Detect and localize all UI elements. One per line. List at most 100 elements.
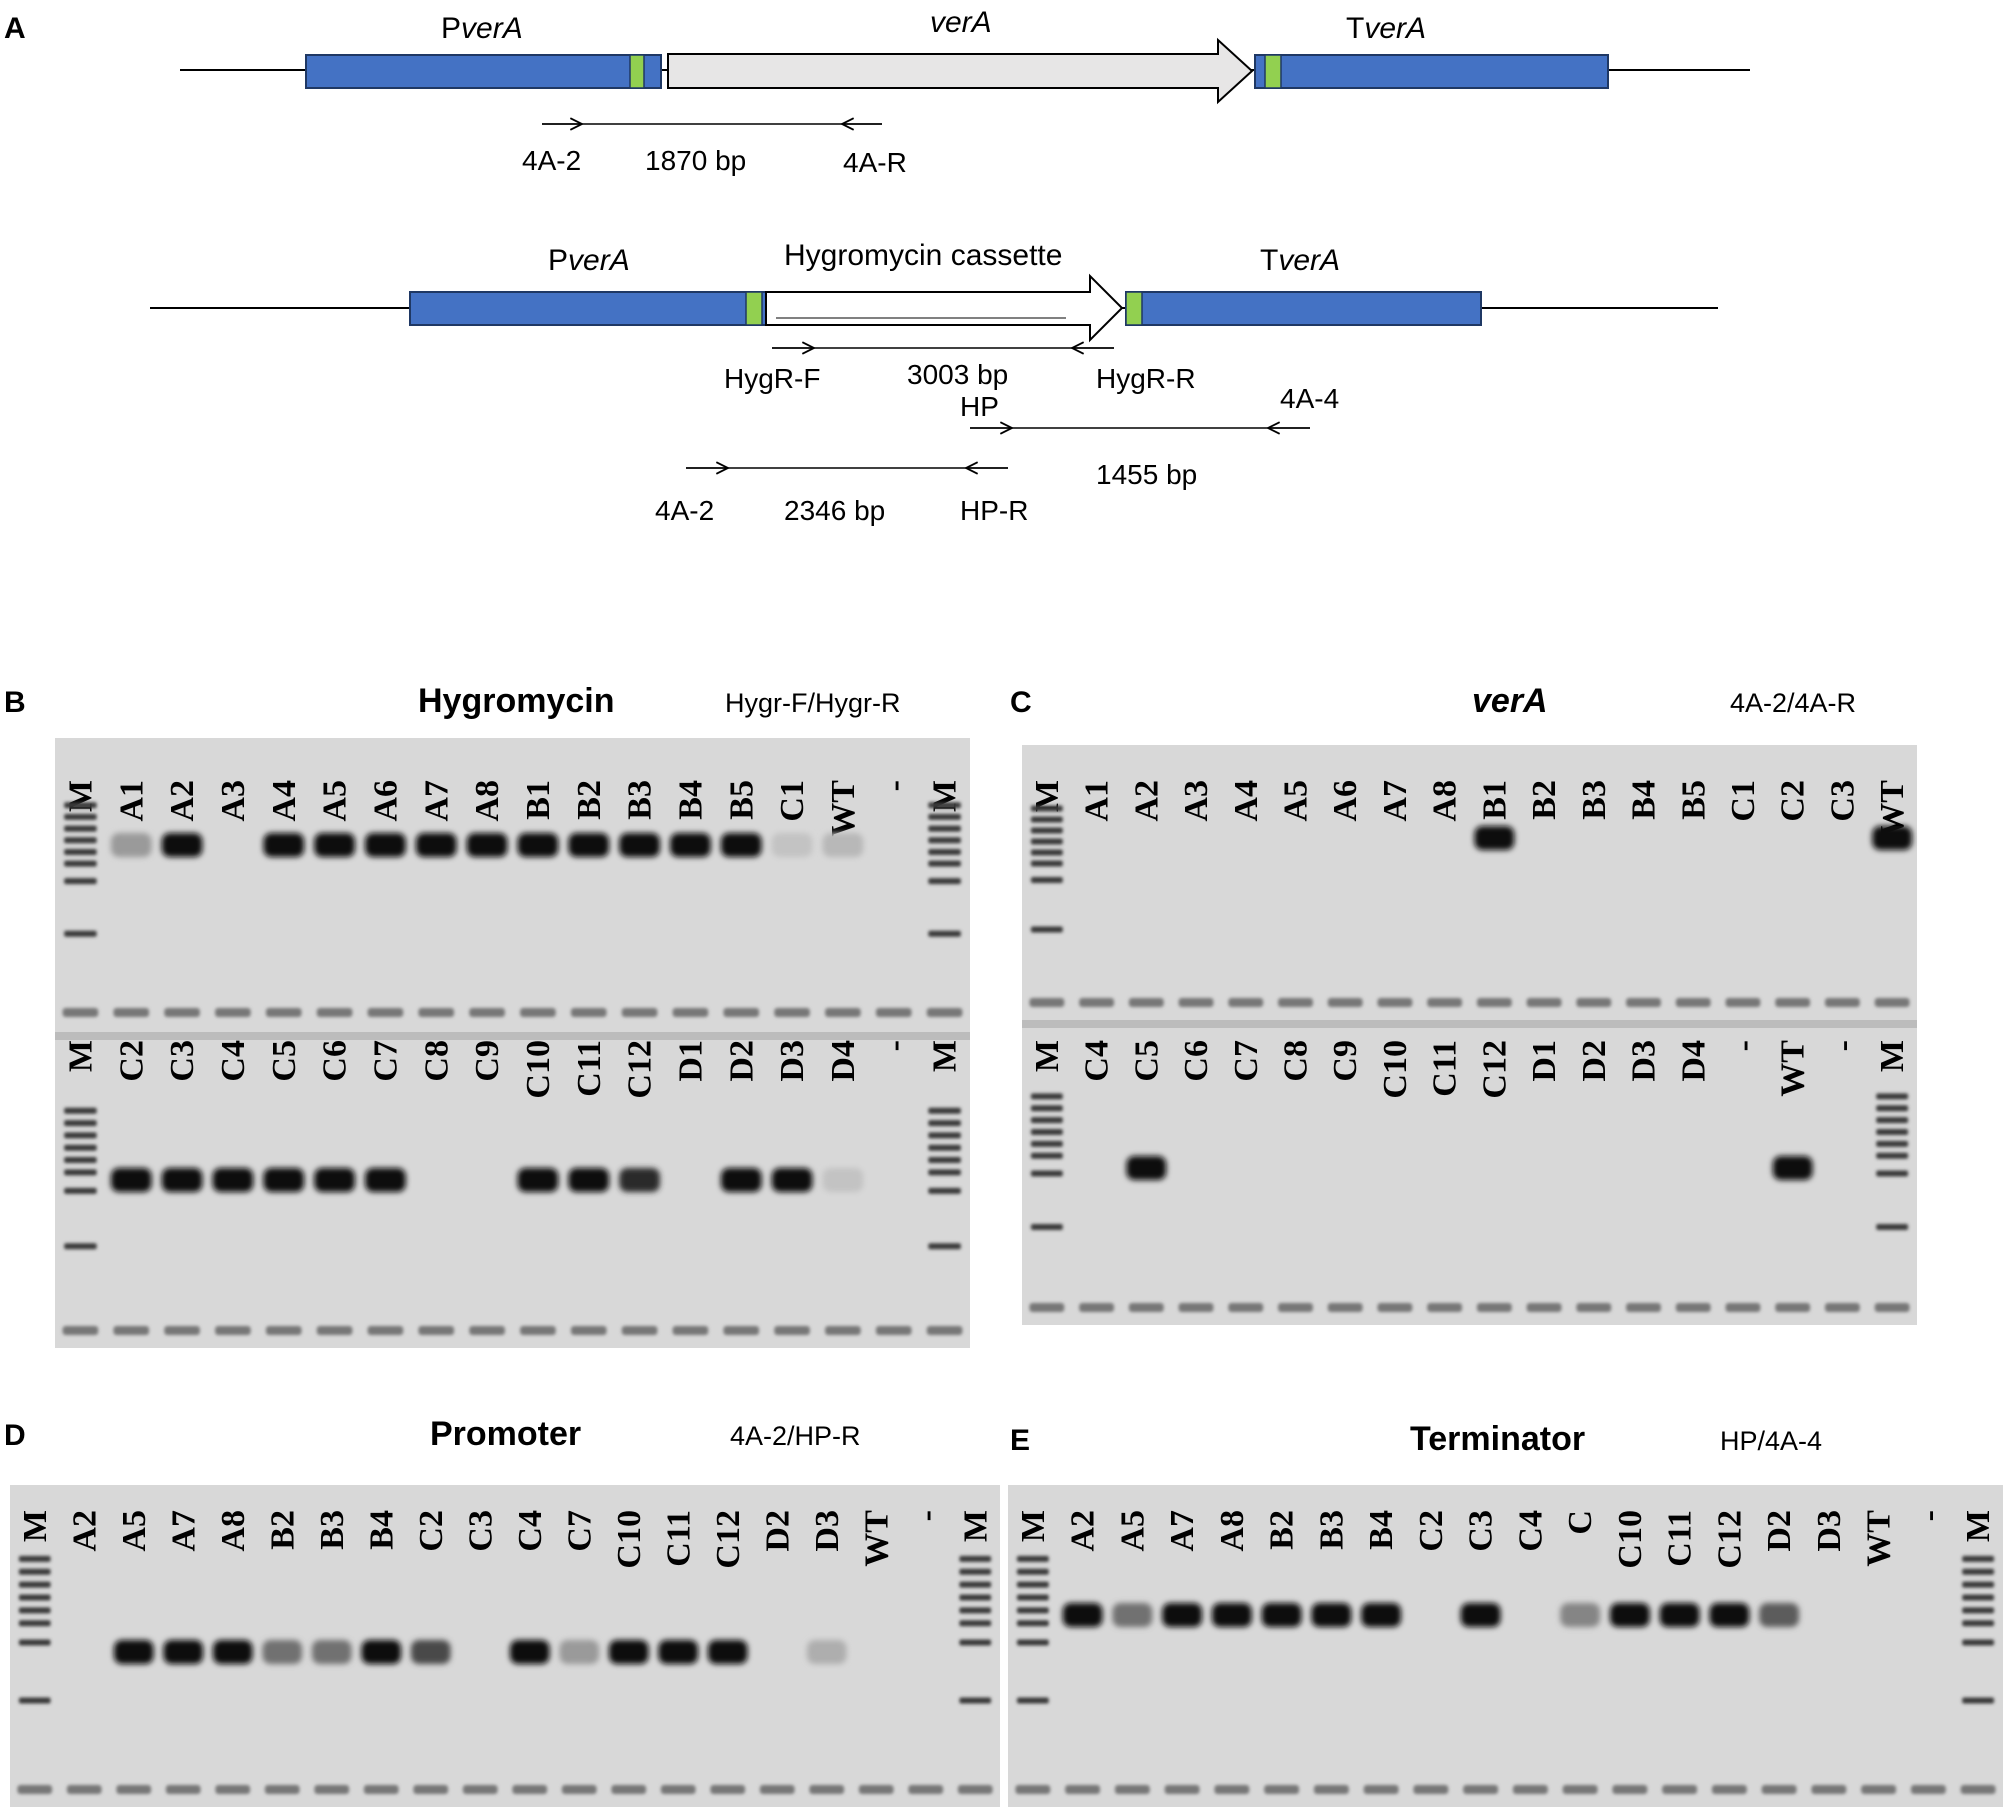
primer-dimer-band — [413, 1785, 449, 1794]
primer-dimer-band — [672, 1326, 709, 1335]
lane-label: D2 — [1761, 1510, 1798, 1552]
panel-a: A PverA verA TverA 4A-2 1870 bp 4A-R — [4, 6, 1750, 526]
lane-label: D4 — [825, 1040, 862, 1082]
lane-label: C9 — [1327, 1040, 1364, 1082]
lane-label: B1 — [1476, 780, 1513, 820]
primer-dimer-band — [858, 1785, 894, 1794]
pcr-band — [314, 1168, 355, 1192]
ladder-band — [1016, 1581, 1049, 1588]
lane-label: B5 — [1675, 780, 1712, 820]
ladder-band — [928, 1169, 961, 1176]
pcr-band — [720, 833, 762, 857]
ladder-band — [1962, 1607, 1995, 1614]
primer-dimer-band — [113, 1326, 150, 1335]
lane-label: C11 — [571, 1040, 608, 1097]
pcr-band — [262, 1640, 303, 1664]
ladder-band — [928, 1144, 961, 1151]
pcr-band — [509, 1640, 550, 1664]
primer-dimer-band — [462, 1785, 498, 1794]
lane-label: C3 — [164, 1040, 201, 1082]
ladder-band — [1016, 1568, 1049, 1575]
pcr-band — [707, 1640, 748, 1664]
primer-dimer-band — [611, 1785, 647, 1794]
pcr-band — [517, 833, 559, 857]
primer-dimer-band — [1576, 998, 1612, 1007]
ladder-band — [928, 860, 961, 867]
ladder-band — [1030, 1105, 1063, 1112]
pcr-band — [212, 1640, 253, 1664]
lane-label: D4 — [1675, 1040, 1712, 1082]
lane-label: A5 — [1277, 780, 1314, 822]
lane-label: WT — [1861, 1510, 1898, 1567]
primer-dimer-band — [809, 1785, 845, 1794]
primer-dimer-band — [1576, 1303, 1612, 1312]
primer-dimer-band — [825, 1008, 861, 1017]
panel-letter-a: A — [4, 12, 26, 45]
ladder-band — [18, 1594, 51, 1601]
primer-dimer-band — [367, 1326, 404, 1335]
lane-label: D3 — [1811, 1510, 1848, 1552]
ladder-band — [1876, 1117, 1909, 1124]
ladder-band — [1030, 1128, 1063, 1135]
lane-label: C7 — [1228, 1040, 1265, 1082]
lane-label: C3 — [462, 1510, 499, 1552]
primer-dimer-band — [1711, 1785, 1747, 1794]
primer-dimer-band — [1675, 1303, 1711, 1312]
pcr-band — [466, 833, 508, 857]
primer-dimer-band — [265, 1326, 302, 1335]
ladder-band — [959, 1594, 992, 1601]
ladder-band — [1876, 1140, 1909, 1147]
primer-dimer-band — [215, 1326, 251, 1335]
lane-label: A3 — [1178, 780, 1215, 822]
lane-label: A2 — [66, 1510, 103, 1552]
ladder-band — [959, 1639, 992, 1646]
primer-dimer-band — [621, 1326, 658, 1335]
pcr-band — [365, 833, 406, 857]
primer-label-hygr-r: HygR-R — [1096, 363, 1196, 394]
ladder-band — [1962, 1581, 1995, 1588]
primer-dimer-band — [1725, 998, 1761, 1007]
gel-image — [1008, 1485, 2003, 1807]
pcr-band — [212, 1168, 254, 1192]
ladder-band — [928, 1157, 961, 1164]
primer-dimer-band — [1476, 998, 1512, 1007]
ladder-band — [64, 1243, 97, 1250]
pcr-band — [263, 1168, 305, 1192]
primer-dimer-band — [62, 1326, 99, 1335]
lane-label: - — [1725, 1040, 1762, 1051]
pcr-band — [361, 1640, 402, 1664]
lane-label: B2 — [571, 780, 608, 820]
lane-label: C2 — [113, 1040, 150, 1082]
panel-letter-d: D — [4, 1419, 26, 1452]
pcr-band — [822, 1168, 864, 1192]
primer-dimer-band — [1775, 1303, 1811, 1312]
primer-dimer-band — [1029, 998, 1065, 1007]
primer-dimer-band — [1960, 1785, 1996, 1794]
primer-dimer-band — [621, 1008, 658, 1017]
ladder-band — [928, 837, 961, 844]
amplicon-size-1455: 1455 bp — [1096, 459, 1197, 490]
lane-label: M — [1029, 1040, 1066, 1072]
pcr-band — [822, 833, 864, 857]
lane-label: C8 — [1277, 1040, 1314, 1082]
ladder-band — [1030, 1117, 1063, 1124]
primer-dimer-band — [1427, 998, 1463, 1007]
primer-dimer-band — [1526, 998, 1562, 1007]
wt-terminator-label: TverA — [1346, 12, 1426, 45]
pcr-band — [670, 833, 711, 857]
ladder-band — [1030, 1224, 1063, 1231]
lane-label: - — [876, 780, 913, 791]
ladder-band — [928, 848, 961, 855]
primer-dimer-band — [113, 1008, 150, 1017]
primer-dimer-band — [215, 1008, 251, 1017]
lane-label: A7 — [1164, 1510, 1201, 1552]
primer-dimer-band — [1128, 998, 1164, 1007]
pcr-band — [311, 1640, 352, 1664]
primer-dimer-band — [570, 1008, 607, 1017]
primer-dimer-band — [1363, 1785, 1399, 1794]
lane-label: C1 — [1725, 780, 1762, 822]
primer-dimer-band — [1079, 1303, 1114, 1312]
amplicon-size-1870: 1870 bp — [645, 145, 746, 176]
lane-label: D1 — [672, 1040, 709, 1082]
lane-label: D2 — [1576, 1040, 1613, 1082]
